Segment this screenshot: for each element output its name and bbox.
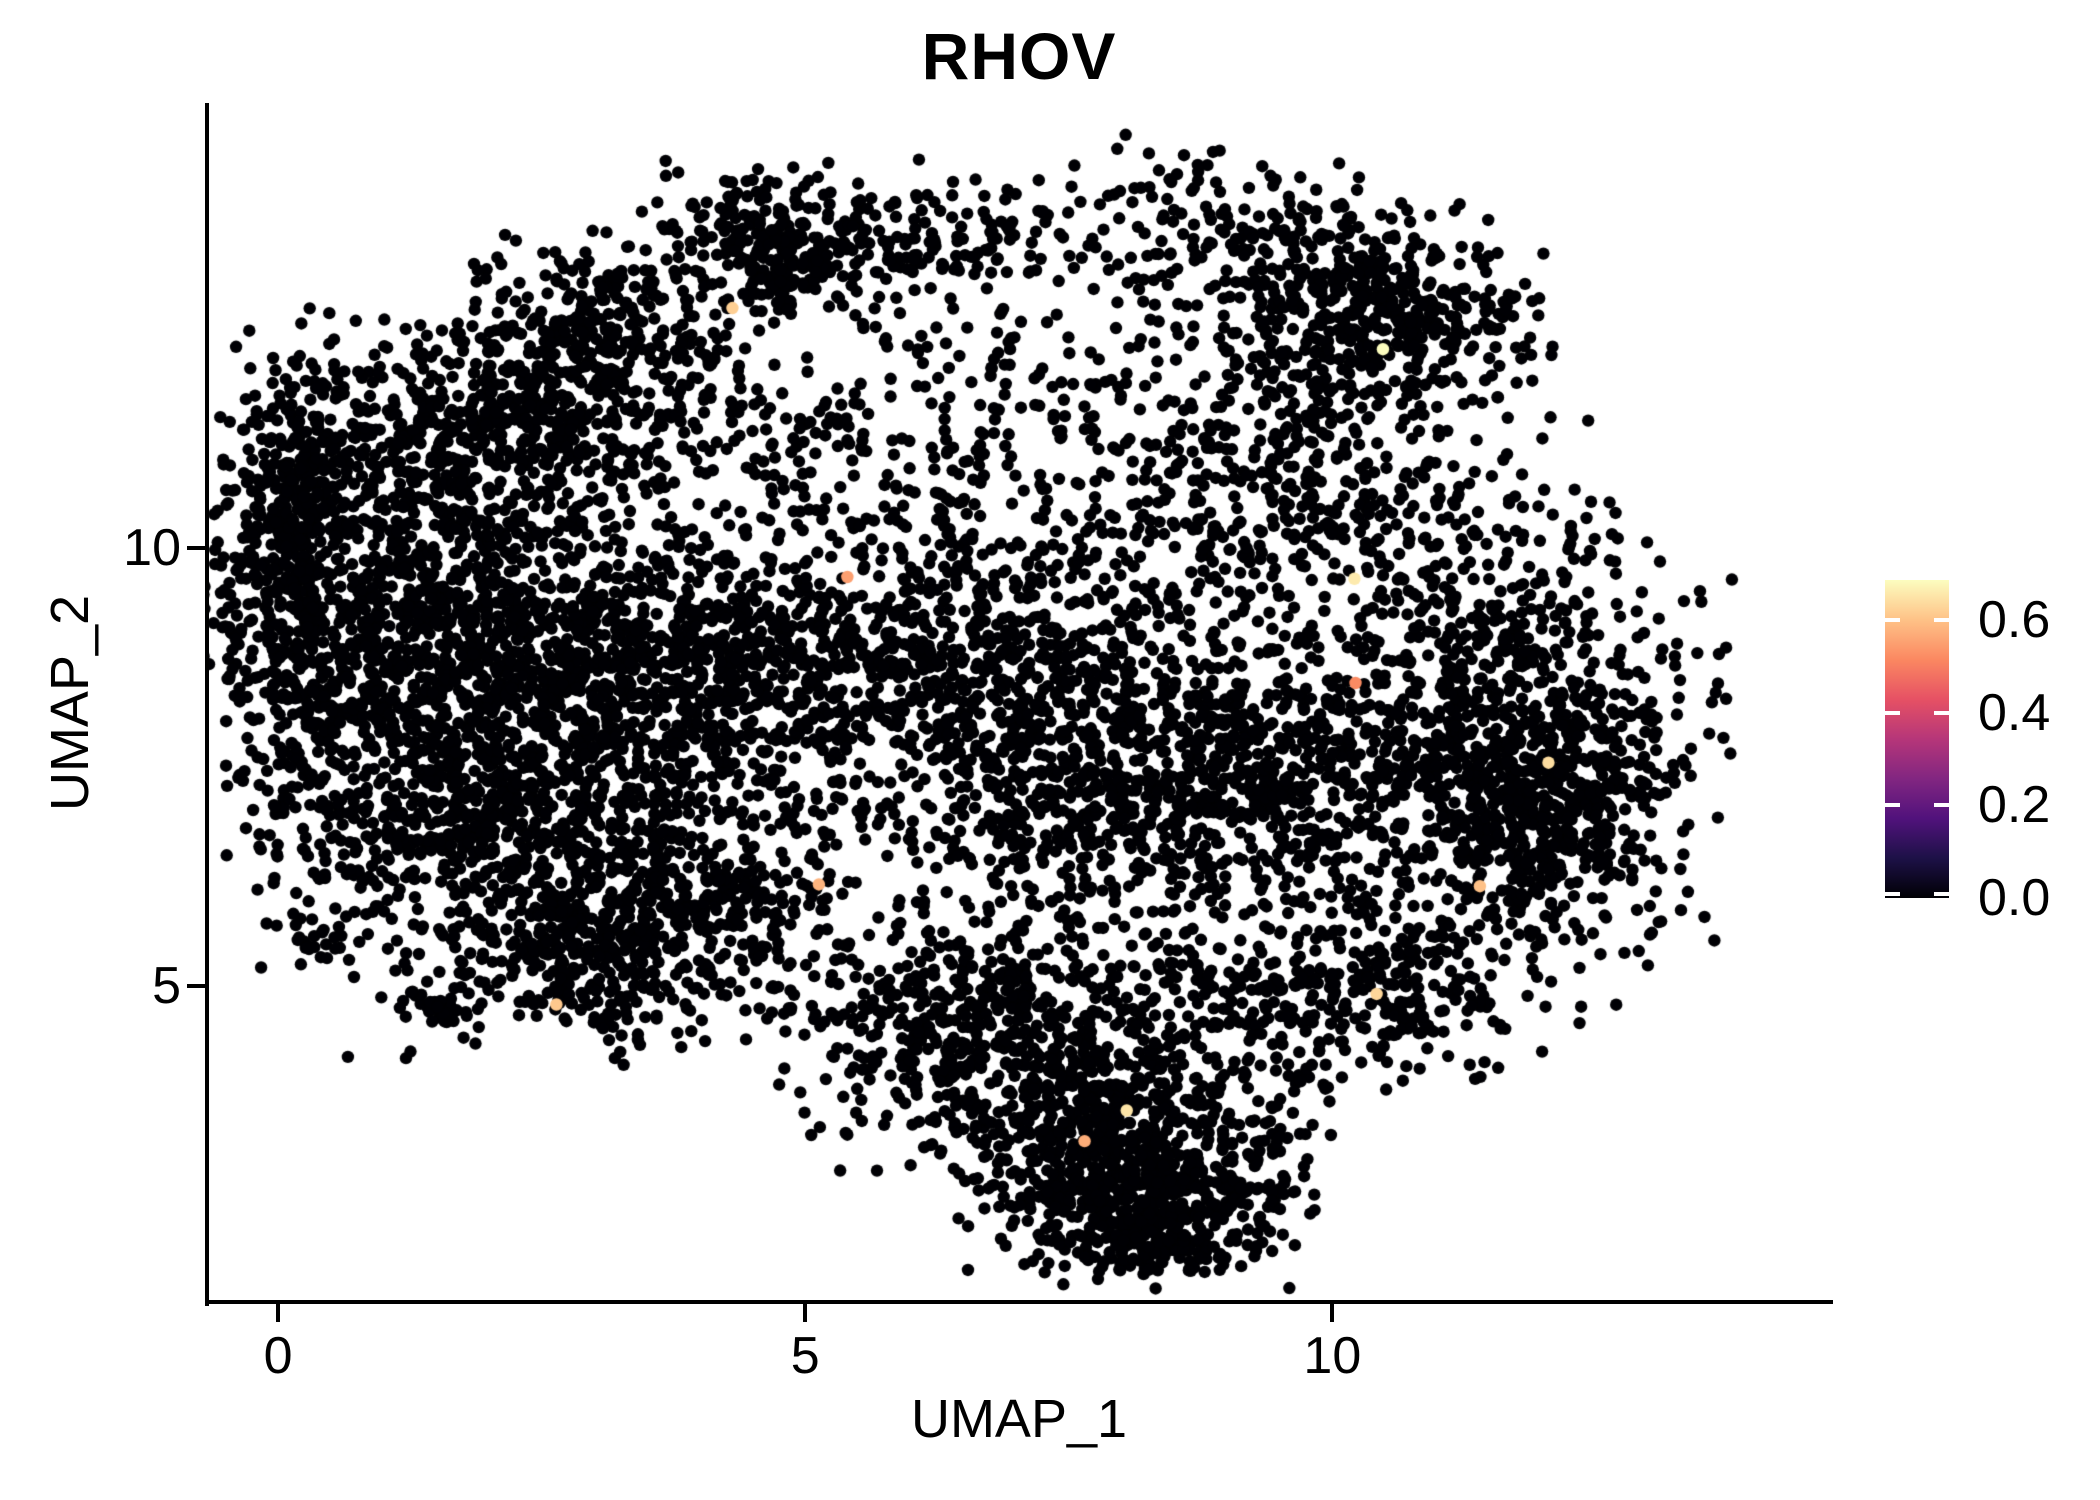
colorbar-tick-dash (1885, 710, 1900, 715)
colorbar-tick-dash (1885, 803, 1900, 808)
y-tick-mark (187, 546, 205, 551)
colorbar-tick-dash (1934, 710, 1949, 715)
colorbar-gradient (1885, 580, 1949, 898)
colorbar-tick-dash (1934, 618, 1949, 623)
x-axis-title: UMAP_1 (910, 1389, 1128, 1449)
x-tick-mark (1330, 1304, 1335, 1322)
colorbar-tick-label: 0.6 (1978, 591, 2051, 650)
y-tick-mark (187, 984, 205, 989)
y-tick-label: 10 (123, 519, 181, 578)
x-tick-label: 10 (1303, 1327, 1362, 1385)
colorbar-tick-dash (1934, 892, 1949, 896)
colorbar-tick-label: 0.4 (1978, 683, 2051, 742)
y-axis-title: UMAP_2 (40, 594, 100, 812)
colorbar-tick-dash (1885, 618, 1900, 623)
colorbar-tick-dash (1934, 803, 1949, 808)
colorbar-tick-label: 0.2 (1978, 776, 2051, 835)
x-tick-mark (803, 1304, 808, 1322)
colorbar-tick-dash (1885, 892, 1900, 896)
colorbar-tick-label: 0.0 (1978, 869, 2051, 927)
x-tick-label: 0 (263, 1327, 293, 1385)
y-tick-label: 5 (152, 957, 181, 1016)
x-tick-mark (276, 1304, 281, 1322)
y-axis-line (205, 103, 209, 1306)
x-tick-label: 5 (790, 1327, 820, 1385)
x-axis-line (205, 1300, 1833, 1304)
